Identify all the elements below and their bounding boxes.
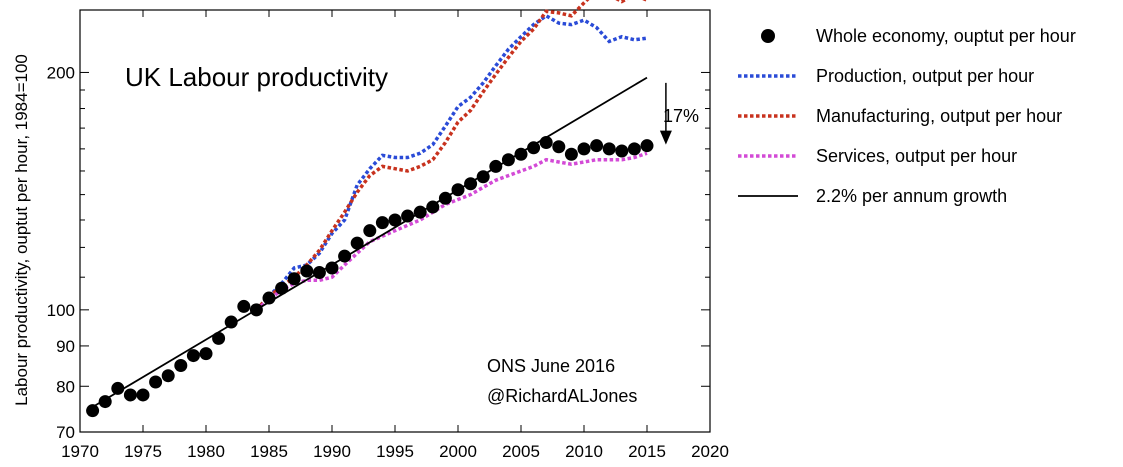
series-2-line [255, 13, 648, 311]
series-lines [92, 0, 648, 408]
series-1-point [426, 200, 440, 214]
x-tick-label: 1995 [376, 442, 414, 461]
series-1-point [98, 395, 112, 409]
series-1-point [615, 144, 629, 158]
series-1-point [514, 147, 528, 161]
series-4-line [255, 151, 648, 312]
series-1-point [325, 261, 339, 275]
series-1-point [86, 404, 100, 418]
x-tick-label: 1980 [187, 442, 225, 461]
series-1-point [212, 331, 226, 345]
legend: Whole economy, ouptut per hour Production… [738, 26, 1076, 206]
series-1-point [640, 139, 654, 153]
x-tick-label: 1970 [61, 442, 99, 461]
legend-entry-2-label: Production, output per hour [816, 66, 1034, 86]
series-1-point [552, 140, 566, 154]
y-tick-label: 80 [56, 377, 75, 396]
series-1-point [300, 264, 314, 278]
series-1-point [350, 236, 364, 250]
series-1-point [438, 191, 452, 205]
series-1-point [464, 177, 478, 191]
series-5-line [92, 76, 648, 408]
series-1-point [224, 315, 238, 329]
legend-entry-4-label: Services, output per hour [816, 146, 1017, 166]
series-1-point [237, 299, 251, 313]
series-1-point [275, 281, 289, 295]
series-1-point [199, 347, 213, 361]
series-1-point [375, 216, 389, 230]
y-tick-label: 70 [56, 423, 75, 442]
gap-arrow-head [659, 130, 672, 145]
chart-title: UK Labour productivity [125, 62, 388, 92]
source-label: ONS June 2016 [487, 356, 615, 376]
series-1-point [136, 388, 150, 402]
series-1-point [489, 159, 503, 173]
series-1-point [539, 136, 553, 150]
x-tick-label: 1975 [124, 442, 162, 461]
series-1-point [174, 359, 188, 373]
gap-percent-label: 17% [663, 106, 699, 126]
series-1-point [451, 183, 465, 197]
x-tick-label: 1990 [313, 442, 351, 461]
series-1-point [161, 369, 175, 383]
series-1-point [602, 142, 616, 156]
series-1-point [287, 272, 301, 286]
y-tick-label: 90 [56, 337, 75, 356]
x-tick-label: 1985 [250, 442, 288, 461]
series-1-point [388, 213, 402, 227]
series-1-point [312, 266, 326, 280]
series-1-point [527, 141, 541, 155]
y-axis-label: Labour productivity, ouptut per hour, 19… [12, 54, 31, 406]
x-tick-label: 2015 [628, 442, 666, 461]
series-1-point [262, 291, 276, 305]
series-1-point [590, 139, 604, 153]
axes: 1970 1975 1980 1985 1990 1995 2000 2005 2010 2015… [47, 9, 729, 461]
series-1-point [149, 375, 163, 389]
series-1-point [413, 205, 427, 219]
x-tick-label: 2020 [691, 442, 729, 461]
series-3-line [255, 0, 648, 311]
series-1-point [401, 209, 415, 223]
series-1-point [627, 142, 641, 156]
legend-entry-1-marker [761, 29, 775, 43]
series-1-point [186, 349, 200, 363]
series-1-point [577, 142, 591, 156]
x-tick-label: 2010 [565, 442, 603, 461]
series-1-point [476, 170, 490, 184]
author-label: @RichardALJones [487, 386, 637, 406]
y-tick-label: 100 [47, 301, 75, 320]
series-1-point [249, 303, 263, 317]
x-tick-label: 2005 [502, 442, 540, 461]
x-tick-label: 2000 [439, 442, 477, 461]
series-1-point [501, 153, 515, 167]
y-tick-label: 200 [47, 63, 75, 82]
series-1-point [363, 224, 377, 238]
legend-entry-1-label: Whole economy, ouptut per hour [816, 26, 1076, 46]
series-markers [86, 136, 654, 418]
legend-entry-5-label: 2.2% per annum growth [816, 186, 1007, 206]
series-1-point [123, 388, 137, 402]
series-1-point [111, 381, 125, 395]
series-1-point [338, 249, 352, 263]
legend-entry-3-label: Manufacturing, output per hour [816, 106, 1062, 126]
series-1-point [564, 147, 578, 161]
annotations: UK Labour productivity ONS June 2016 @Ri… [12, 54, 699, 406]
